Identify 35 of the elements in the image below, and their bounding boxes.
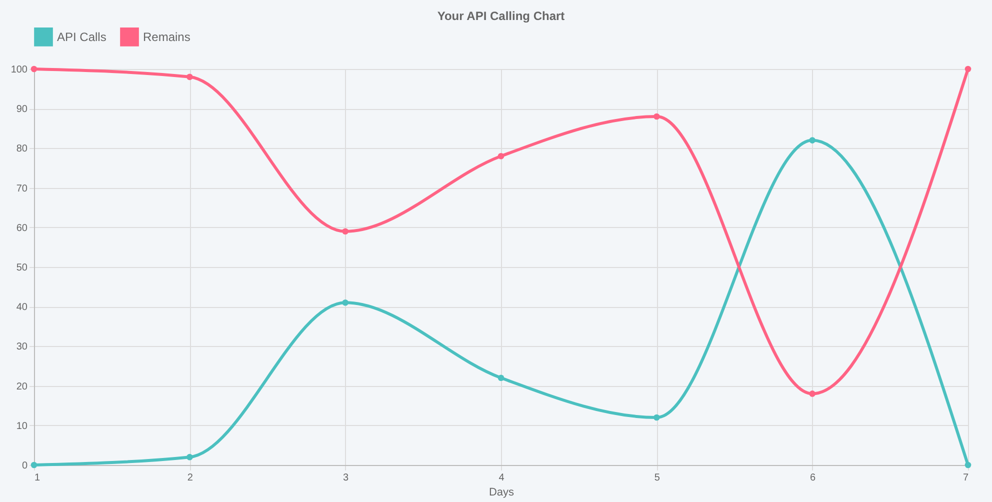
point	[342, 299, 348, 306]
x-tick-label: 7	[962, 472, 969, 484]
point	[342, 228, 348, 235]
x-axis-title: Days	[488, 486, 515, 498]
point	[186, 74, 193, 80]
x-tick-label: 4	[498, 472, 505, 484]
point	[498, 152, 504, 160]
x-tick-label: 3	[343, 472, 350, 484]
y-tick-label: 70	[16, 183, 28, 194]
legend-label: API Calls	[57, 30, 106, 44]
y-tick-label: 60	[16, 222, 28, 234]
point	[809, 390, 816, 397]
x-tick-label: 5	[654, 472, 660, 484]
y-tick-label: 90	[16, 104, 28, 116]
y-tick-label: 100	[10, 64, 28, 76]
y-tick-label: 20	[16, 381, 28, 392]
point	[654, 113, 660, 120]
y-tick-label: 0	[22, 460, 28, 472]
point	[498, 374, 504, 382]
y-tick-label: 30	[16, 342, 28, 353]
y-tick-label: 50	[16, 262, 28, 274]
y-tick-label: 40	[16, 302, 28, 314]
point	[186, 454, 193, 460]
x-tick-label: 6	[810, 472, 816, 484]
point	[654, 414, 660, 421]
legend-label: Remains	[143, 30, 190, 44]
x-tick-label: 1	[34, 472, 40, 484]
point	[809, 137, 816, 144]
point	[30, 462, 38, 468]
y-tick-label: 10	[16, 420, 28, 432]
chart-title: Your API Calling Chart	[437, 9, 565, 23]
y-tick-label: 80	[16, 144, 28, 155]
point	[964, 462, 972, 468]
point	[964, 66, 972, 72]
x-tick-label: 2	[187, 472, 194, 484]
